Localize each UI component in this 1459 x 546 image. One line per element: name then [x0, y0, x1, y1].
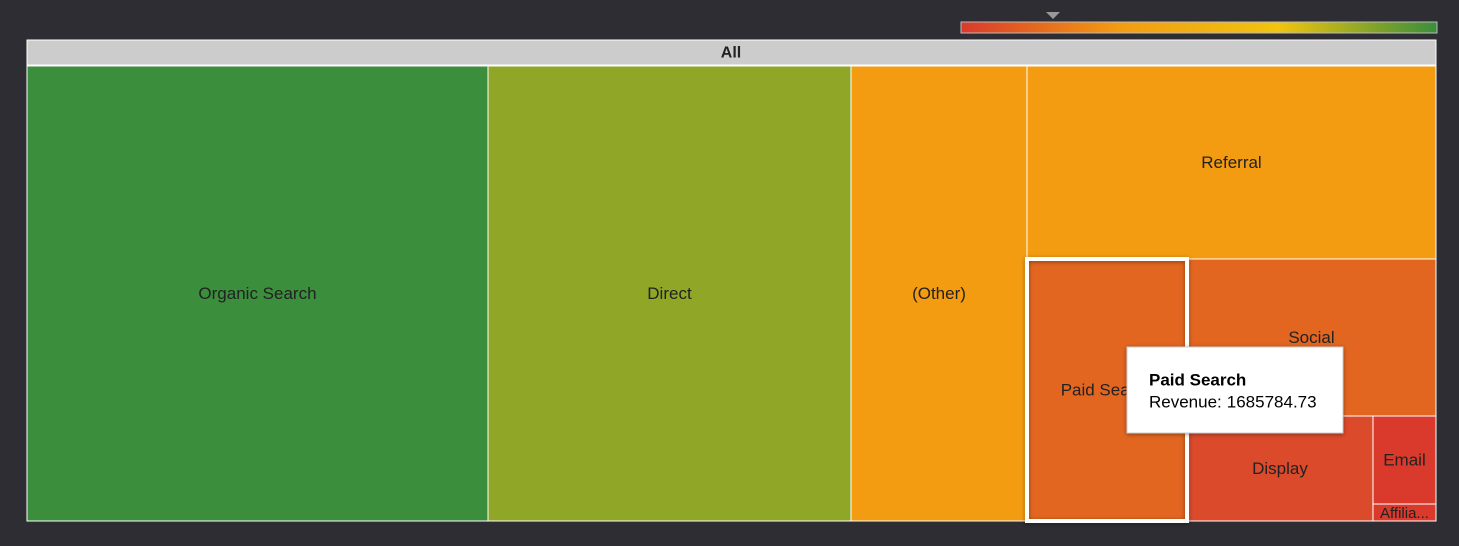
- cell[interactable]: [1372, 503, 1437, 522]
- color-scale-marker: [1046, 12, 1060, 19]
- tooltip-box: [1126, 346, 1344, 434]
- cell-label: Referral: [1201, 153, 1261, 172]
- tooltip: Paid Search Revenue: 1685784.73: [1126, 346, 1344, 434]
- tooltip-label: Revenue:: [1149, 392, 1222, 411]
- cell[interactable]: [1372, 415, 1437, 505]
- cell[interactable]: [1026, 65, 1437, 260]
- cell-label: Organic Search: [198, 284, 316, 303]
- cell-label: Display: [1252, 459, 1308, 478]
- cell[interactable]: [850, 65, 1028, 522]
- cell[interactable]: [26, 65, 489, 522]
- tooltip-title: Paid Search: [1149, 370, 1246, 389]
- cell-label: (Other): [912, 284, 966, 303]
- cell-label: Direct: [647, 284, 692, 303]
- cell[interactable]: [487, 65, 852, 522]
- root-label: All: [721, 45, 741, 62]
- cell-label: Affilia...: [1380, 505, 1429, 522]
- tooltip-value: 1685784.73: [1227, 392, 1317, 411]
- cells: Organic Search Direct (Other) Referral Paid …: [26, 65, 1437, 523]
- color-scale: [960, 21, 1438, 34]
- cell-label: Email: [1383, 451, 1426, 470]
- root-header[interactable]: [26, 39, 1437, 66]
- cell-label: Social: [1288, 328, 1334, 347]
- cell[interactable]: [1186, 415, 1374, 522]
